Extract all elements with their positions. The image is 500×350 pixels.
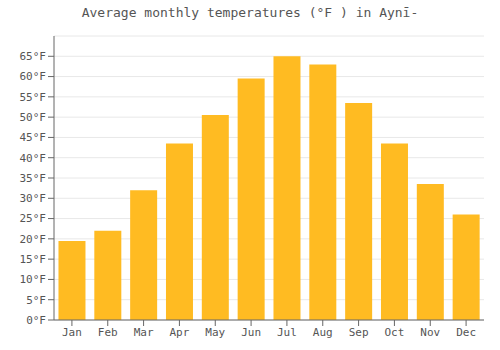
svg-text:10°F: 10°F [20,273,47,286]
svg-text:0°F: 0°F [26,314,46,327]
svg-text:5°F: 5°F [26,294,46,307]
svg-text:45°F: 45°F [20,131,47,144]
svg-text:60°F: 60°F [20,70,47,83]
html-text:Average monthly temperatures (: Average monthly temperatures (°F ) in Ay… [81,5,419,20]
svg-text:May: May [205,326,225,339]
svg-text:Mar: Mar [134,326,154,339]
svg-text:Jul: Jul [277,326,297,339]
svg-text:Dec: Dec [456,326,476,339]
svg-text:40°F: 40°F [20,152,47,165]
svg-text:Aug: Aug [313,326,333,339]
svg-text:25°F: 25°F [20,212,47,225]
svg-text:Sep: Sep [349,326,369,339]
svg-text:Jun: Jun [241,326,261,339]
svg-text:Jan: Jan [62,326,82,339]
svg-text:Apr: Apr [169,326,189,339]
svg-text:35°F: 35°F [20,172,47,185]
svg-text:Nov: Nov [420,326,440,339]
svg-text:Feb: Feb [98,326,118,339]
svg-text:20°F: 20°F [20,233,47,246]
svg-text:55°F: 55°F [20,91,47,104]
svg-text:30°F: 30°F [20,192,47,205]
svg-text:65°F: 65°F [20,50,47,63]
svg-text:50°F: 50°F [20,111,47,124]
svg-text:15°F: 15°F [20,253,47,266]
svg-text:Oct: Oct [384,326,404,339]
